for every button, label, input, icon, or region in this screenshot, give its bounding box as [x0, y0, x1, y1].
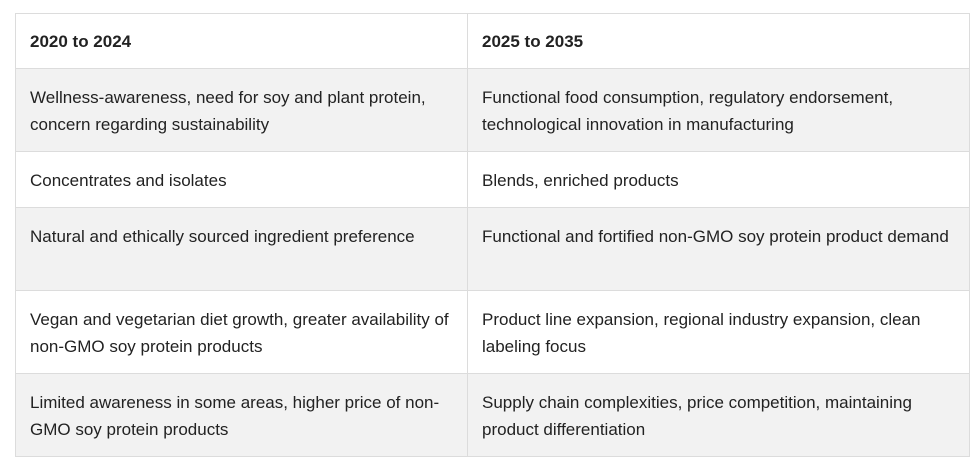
comparison-table-container: 2020 to 2024 2025 to 2035 Wellness-aware…: [15, 13, 970, 457]
table-cell: Limited awareness in some areas, higher …: [15, 373, 468, 457]
table-cell: Concentrates and isolates: [15, 151, 468, 208]
table-header-row: 2020 to 2024 2025 to 2035: [15, 13, 970, 69]
table-cell: Supply chain complexities, price competi…: [467, 373, 970, 457]
table-row: Wellness-awareness, need for soy and pla…: [15, 68, 970, 152]
table-cell: Vegan and vegetarian diet growth, greate…: [15, 290, 468, 374]
header-period-2020-2024: 2020 to 2024: [15, 13, 468, 69]
comparison-table: 2020 to 2024 2025 to 2035 Wellness-aware…: [15, 13, 970, 457]
header-period-2025-2035: 2025 to 2035: [467, 13, 970, 69]
table-cell: Natural and ethically sourced ingredient…: [15, 207, 468, 291]
table-cell: Product line expansion, regional industr…: [467, 290, 970, 374]
table-cell: Functional and fortified non-GMO soy pro…: [467, 207, 970, 291]
table-cell: Wellness-awareness, need for soy and pla…: [15, 68, 468, 152]
table-cell: Functional food consumption, regulatory …: [467, 68, 970, 152]
table-row: Limited awareness in some areas, higher …: [15, 373, 970, 457]
table-row: Vegan and vegetarian diet growth, greate…: [15, 290, 970, 374]
table-row: Concentrates and isolates Blends, enrich…: [15, 151, 970, 208]
table-cell: Blends, enriched products: [467, 151, 970, 208]
table-row: Natural and ethically sourced ingredient…: [15, 207, 970, 291]
